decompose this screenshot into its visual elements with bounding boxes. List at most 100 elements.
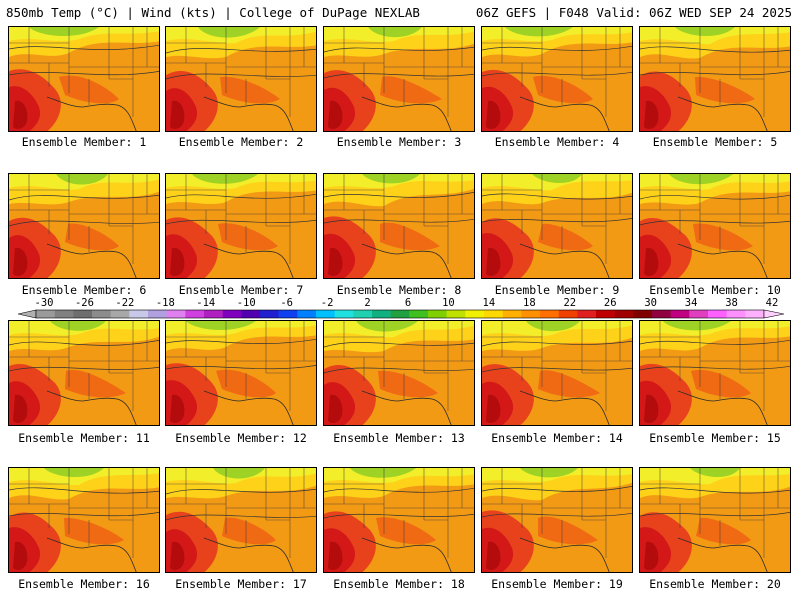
colorbar-tick-label: -6 (280, 297, 293, 309)
colorbar-tick-label: -22 (115, 297, 134, 309)
colorbar-tick-label: 14 (483, 297, 496, 309)
colorbar-swatch (446, 310, 466, 318)
colorbar-swatch (670, 310, 690, 318)
ensemble-member-label: Ensemble Member: 20 (649, 577, 781, 591)
colorbar-tick-label: 18 (523, 297, 536, 309)
colorbar-swatch (241, 310, 261, 318)
ensemble-map-panel (639, 173, 791, 279)
ensemble-map-panel (8, 320, 160, 426)
colorbar-swatch (558, 310, 578, 318)
colorbar-swatch (148, 310, 167, 318)
colorbar-swatch (484, 310, 503, 318)
colorbar-tick-label: 42 (766, 297, 779, 309)
ensemble-member-label: Ensemble Member: 12 (175, 431, 307, 445)
ensemble-member-label: Ensemble Member: 7 (178, 283, 304, 297)
ensemble-map-panel (165, 173, 317, 279)
colorbar-swatch (390, 310, 410, 318)
colorbar-swatch (502, 310, 522, 318)
colorbar-tick-label: 30 (644, 297, 657, 309)
colorbar-swatch (92, 310, 111, 318)
ensemble-map-panel (481, 320, 633, 426)
colorbar-swatch (577, 310, 597, 318)
ensemble-map-panel (8, 26, 160, 132)
ensemble-member-label: Ensemble Member: 13 (333, 431, 465, 445)
colorbar-swatch (185, 310, 205, 318)
ensemble-map-panel (165, 467, 317, 573)
ensemble-member-label: Ensemble Member: 11 (18, 431, 150, 445)
colorbar-swatch (260, 310, 279, 318)
ensemble-member-label: Ensemble Member: 10 (649, 283, 781, 297)
ensemble-map-panel (481, 26, 633, 132)
ensemble-map-panel (323, 26, 475, 132)
ensemble-map-panel (481, 173, 633, 279)
colorbar-tick-label: -2 (321, 297, 334, 309)
colorbar-tick-label: -10 (237, 297, 256, 309)
colorbar-swatch (521, 310, 541, 318)
colorbar-swatch (726, 310, 746, 318)
colorbar-swatch (204, 310, 223, 318)
ensemble-map-panel (323, 467, 475, 573)
ensemble-map-panel (165, 26, 317, 132)
ensemble-map-panel (639, 26, 791, 132)
colorbar-tick-label: 2 (364, 297, 370, 309)
ensemble-map-panel (639, 320, 791, 426)
ensemble-member-label: Ensemble Member: 9 (494, 283, 620, 297)
colorbar-swatch (353, 310, 373, 318)
colorbar-swatch (278, 310, 298, 318)
colorbar-swatch (745, 310, 765, 318)
colorbar-swatch (222, 310, 242, 318)
colorbar-swatch (36, 310, 55, 318)
ensemble-map-panel (165, 320, 317, 426)
ensemble-map-panel (481, 467, 633, 573)
chart-title: 850mb Temp (°C) | Wind (kts) | College o… (6, 5, 420, 20)
colorbar-swatch (708, 310, 727, 318)
colorbar-tick-label: 26 (604, 297, 617, 309)
colorbar-swatch (652, 310, 671, 318)
ensemble-map-panel (8, 173, 160, 279)
colorbar-swatch (689, 310, 709, 318)
ensemble-member-label: Ensemble Member: 14 (491, 431, 623, 445)
ensemble-map-panel (639, 467, 791, 573)
ensemble-member-label: Ensemble Member: 15 (649, 431, 781, 445)
ensemble-member-label: Ensemble Member: 2 (178, 135, 304, 149)
colorbar-tick-label: 6 (405, 297, 411, 309)
ensemble-member-label: Ensemble Member: 4 (494, 135, 620, 149)
colorbar-swatch (334, 310, 354, 318)
ensemble-member-label: Ensemble Member: 3 (336, 135, 462, 149)
ensemble-member-label: Ensemble Member: 1 (21, 135, 147, 149)
colorbar-swatch (129, 310, 149, 318)
colorbar-swatch (614, 310, 634, 318)
colorbar-tick-label: 34 (685, 297, 698, 309)
ensemble-member-label: Ensemble Member: 16 (18, 577, 150, 591)
colorbar-tick-label: -30 (35, 297, 54, 309)
colorbar-tick-label: -14 (196, 297, 215, 309)
colorbar-swatch (54, 310, 74, 318)
colorbar-tick-label: -26 (75, 297, 94, 309)
colorbar-swatch (297, 310, 317, 318)
colorbar-swatch (465, 310, 485, 318)
colorbar-swatch (73, 310, 93, 318)
colorbar-swatch (372, 310, 391, 318)
colorbar-swatch (166, 310, 186, 318)
ensemble-map-panel (323, 173, 475, 279)
colorbar-tick-label: 38 (725, 297, 738, 309)
colorbar-tick-label: -18 (156, 297, 175, 309)
ensemble-member-label: Ensemble Member: 5 (652, 135, 778, 149)
colorbar-swatch (409, 310, 429, 318)
ensemble-member-label: Ensemble Member: 8 (336, 283, 462, 297)
colorbar-swatch (316, 310, 335, 318)
colorbar-tick-label: 22 (563, 297, 576, 309)
colorbar-swatch (540, 310, 559, 318)
colorbar-swatch (596, 310, 615, 318)
ensemble-map-panel (8, 467, 160, 573)
temperature-colorbar: -30 -26 -22 -18 -14 -10 -6 -2 2 6 10 14 18 22 26 30 34 38… (17, 297, 785, 319)
run-valid-time: 06Z GEFS | F048 Valid: 06Z WED SEP 24 20… (475, 5, 792, 20)
colorbar-swatch (633, 310, 653, 318)
colorbar-swatch (110, 310, 130, 318)
ensemble-member-label: Ensemble Member: 19 (491, 577, 623, 591)
ensemble-member-label: Ensemble Member: 17 (175, 577, 307, 591)
ensemble-member-label: Ensemble Member: 18 (333, 577, 465, 591)
ensemble-map-panel (323, 320, 475, 426)
colorbar-swatch (428, 310, 447, 318)
colorbar-tick-label: 10 (442, 297, 455, 309)
